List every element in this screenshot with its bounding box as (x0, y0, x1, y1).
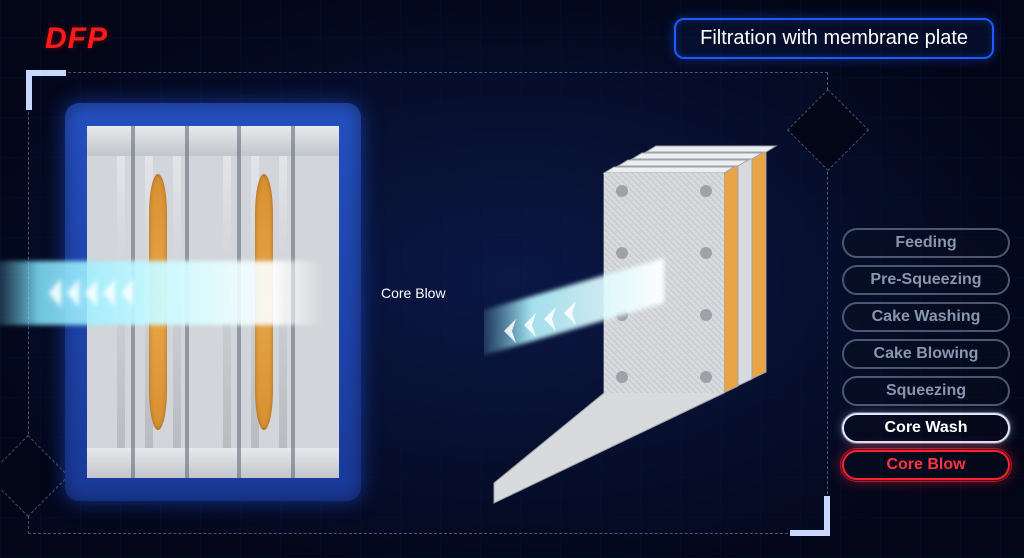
brand-logo: DFP (45, 22, 108, 56)
panel-corner-cut-bl (0, 435, 69, 517)
core-blow-label: Core Blow (381, 285, 446, 301)
flow-chevron-icon (85, 279, 97, 307)
plate-hole (700, 309, 712, 321)
step-pill-pre-squeezing[interactable]: Pre-Squeezing (842, 265, 1010, 295)
diagram-3d-isometric (484, 133, 814, 513)
step-label: Squeezing (886, 382, 966, 400)
plate-hole (616, 185, 628, 197)
step-pill-core-wash[interactable]: Core Wash (842, 413, 1010, 443)
flow-chevron-icon (49, 279, 61, 307)
page-title: Filtration with membrane plate (674, 18, 994, 59)
plate-bottom-bar (87, 448, 339, 478)
plate-hole (616, 371, 628, 383)
flow-chevron-icon (67, 279, 79, 307)
iso-svg (484, 133, 814, 513)
step-label: Cake Washing (872, 308, 981, 326)
plate-top-bar (87, 126, 339, 156)
step-pill-cake-washing[interactable]: Cake Washing (842, 302, 1010, 332)
step-pill-core-blow[interactable]: Core Blow (842, 450, 1010, 480)
process-step-list: Feeding Pre-Squeezing Cake Washing Cake Blo… (842, 228, 1010, 480)
step-pill-squeezing[interactable]: Squeezing (842, 376, 1010, 406)
plate-hole (700, 185, 712, 197)
step-pill-feeding[interactable]: Feeding (842, 228, 1010, 258)
step-label: Feeding (895, 234, 956, 252)
plate-hole (616, 247, 628, 259)
plate-hole (700, 371, 712, 383)
step-label: Pre-Squeezing (870, 271, 981, 289)
flow-chevron-icon (103, 279, 115, 307)
step-label: Core Wash (885, 419, 968, 437)
step-label: Cake Blowing (874, 345, 979, 363)
plate-hole (700, 247, 712, 259)
core-blow-flow-2d (0, 261, 325, 325)
step-label: Core Blow (886, 456, 965, 474)
flow-chevron-icon (121, 279, 133, 307)
step-pill-cake-blowing[interactable]: Cake Blowing (842, 339, 1010, 369)
main-panel: Core Blow (28, 72, 828, 534)
